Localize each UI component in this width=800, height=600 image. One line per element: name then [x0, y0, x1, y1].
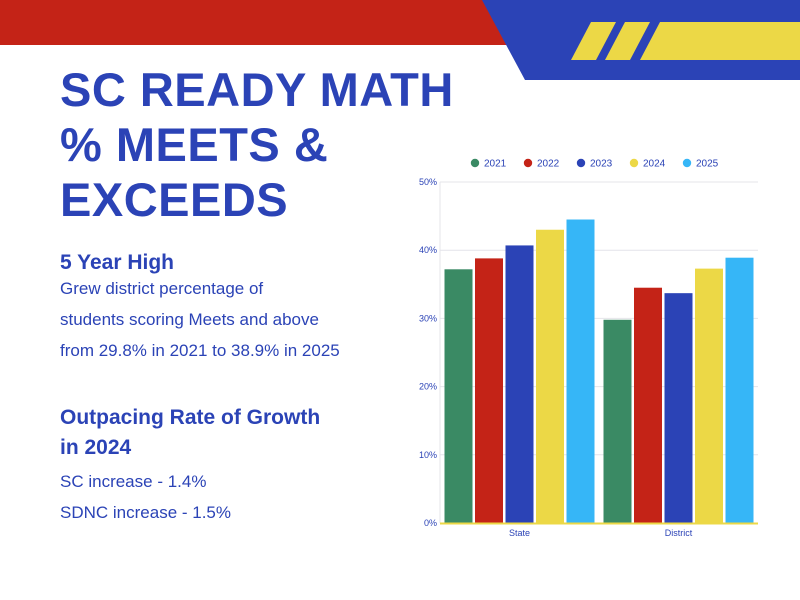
- y-tick-label: 40%: [419, 245, 437, 255]
- y-tick-label: 10%: [419, 450, 437, 460]
- y-tick-label: 30%: [419, 313, 437, 323]
- legend-label: 2025: [696, 159, 719, 170]
- bar-2023-state: [505, 245, 534, 523]
- legend-label: 2022: [537, 159, 560, 170]
- text-line: students scoring Meets and above: [60, 310, 319, 329]
- y-tick-label: 0%: [424, 518, 437, 528]
- text-line: Grew district percentage of: [60, 279, 264, 298]
- text-line: SDNC increase - 1.5%: [60, 503, 232, 522]
- legend-label: 2023: [590, 159, 613, 170]
- x-category-label: State: [509, 528, 530, 538]
- bar-2022-district: [634, 287, 662, 523]
- x-category-label: District: [665, 528, 693, 538]
- page-title: SC READY MATH % MEETS & EXCEEDS: [60, 62, 500, 227]
- yellow-stripe-1: [571, 22, 616, 60]
- heading-line: Outpacing Rate of Growth: [60, 406, 321, 429]
- bar-2021-state: [444, 269, 473, 523]
- legend-label: 2021: [484, 159, 507, 170]
- y-tick-label: 50%: [419, 177, 437, 187]
- bar-2025-state: [566, 219, 595, 523]
- bar-2023-district: [664, 293, 693, 523]
- bar-2025-district: [725, 257, 754, 523]
- section2-text: SC increase - 1.4% SDNC increase - 1.5%: [60, 466, 231, 528]
- legend-marker: [629, 158, 639, 168]
- red-header-band: [0, 0, 512, 45]
- section-heading-outpacing: Outpacing Rate of Growth in 2024: [60, 403, 320, 463]
- title-line: EXCEEDS: [60, 173, 289, 226]
- text-line: from 29.8% in 2021 to 38.9% in 2025: [60, 341, 340, 360]
- text-line: SC increase - 1.4%: [60, 472, 207, 491]
- title-line: % MEETS &: [60, 118, 329, 171]
- bar-2024-district: [695, 268, 723, 523]
- section-heading-5-year-high: 5 Year High: [60, 251, 175, 274]
- bar-2021-district: [603, 319, 632, 523]
- title-line: SC READY MATH: [60, 63, 454, 116]
- yellow-stripe-2: [605, 22, 650, 60]
- legend-marker: [682, 158, 692, 168]
- legend-marker: [576, 158, 586, 168]
- yellow-stripe-bar: [640, 22, 800, 60]
- header-decoration: [0, 0, 800, 80]
- y-tick-label: 20%: [419, 382, 437, 392]
- heading-line: in 2024: [60, 436, 132, 459]
- legend-marker: [470, 158, 480, 168]
- legend-label: 2024: [643, 159, 666, 170]
- bar-chart: 0% 10% 20% 30% 40% 50% State District 2021 2022 20…: [419, 158, 758, 538]
- section1-text: Grew district percentage of students sco…: [60, 273, 340, 366]
- legend-marker: [523, 158, 533, 168]
- bar-2022-state: [475, 258, 503, 523]
- bar-2024-state: [536, 229, 564, 523]
